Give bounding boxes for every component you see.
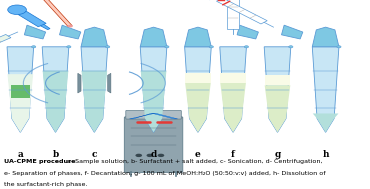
Circle shape: [31, 46, 36, 48]
Polygon shape: [7, 47, 34, 132]
Polygon shape: [265, 85, 290, 132]
Text: b: b: [53, 150, 58, 160]
Polygon shape: [78, 73, 81, 93]
Polygon shape: [26, 16, 50, 30]
Text: e: e: [195, 150, 201, 160]
Text: a- Sample solution, b- Surfactant + salt added, c- Sonication, d- Centrifugation: a- Sample solution, b- Surfactant + salt…: [67, 160, 322, 164]
Polygon shape: [43, 71, 68, 132]
Polygon shape: [282, 25, 303, 39]
Polygon shape: [0, 34, 11, 55]
Polygon shape: [265, 75, 290, 85]
Polygon shape: [108, 73, 111, 93]
Polygon shape: [81, 71, 107, 132]
Circle shape: [289, 46, 293, 48]
Polygon shape: [312, 47, 339, 132]
Polygon shape: [185, 27, 211, 47]
Polygon shape: [237, 25, 258, 39]
Polygon shape: [81, 47, 108, 132]
Circle shape: [67, 25, 73, 28]
Text: a: a: [17, 150, 23, 160]
Polygon shape: [313, 113, 339, 132]
Polygon shape: [185, 47, 211, 132]
Polygon shape: [130, 113, 155, 119]
Polygon shape: [42, 47, 69, 132]
Polygon shape: [140, 47, 167, 132]
Text: the surfactant-rich phase.: the surfactant-rich phase.: [4, 182, 88, 187]
Circle shape: [209, 46, 213, 48]
Polygon shape: [185, 73, 211, 83]
Polygon shape: [220, 73, 246, 83]
Polygon shape: [11, 85, 30, 98]
Polygon shape: [18, 11, 46, 27]
Circle shape: [158, 154, 164, 157]
Polygon shape: [264, 47, 291, 132]
Polygon shape: [41, 0, 72, 27]
Polygon shape: [7, 74, 33, 132]
Text: h: h: [322, 150, 329, 160]
Polygon shape: [312, 27, 339, 47]
Polygon shape: [24, 25, 46, 39]
Circle shape: [67, 46, 71, 48]
Polygon shape: [60, 25, 81, 39]
Text: c: c: [92, 150, 97, 160]
Polygon shape: [185, 83, 211, 132]
Polygon shape: [81, 27, 108, 47]
FancyBboxPatch shape: [126, 110, 181, 119]
Circle shape: [244, 46, 249, 48]
Polygon shape: [141, 71, 166, 132]
Circle shape: [105, 46, 110, 48]
Polygon shape: [152, 113, 178, 119]
Circle shape: [135, 154, 142, 157]
Polygon shape: [220, 47, 246, 132]
Text: d: d: [151, 150, 157, 160]
Text: UA-CPME procedure: UA-CPME procedure: [4, 160, 78, 164]
Text: e- Separation of phases, f- Decantation, g- 100 mL of MeOH:H₂O (50:50:v:v) added: e- Separation of phases, f- Decantation,…: [4, 171, 326, 176]
Circle shape: [165, 46, 169, 48]
Circle shape: [147, 154, 153, 157]
Polygon shape: [220, 83, 246, 132]
Circle shape: [337, 46, 341, 48]
Polygon shape: [140, 27, 167, 47]
Polygon shape: [227, 0, 239, 29]
Circle shape: [8, 5, 26, 15]
Text: g: g: [275, 150, 280, 160]
Text: f: f: [231, 150, 235, 160]
Polygon shape: [216, 0, 267, 24]
FancyBboxPatch shape: [124, 117, 183, 172]
